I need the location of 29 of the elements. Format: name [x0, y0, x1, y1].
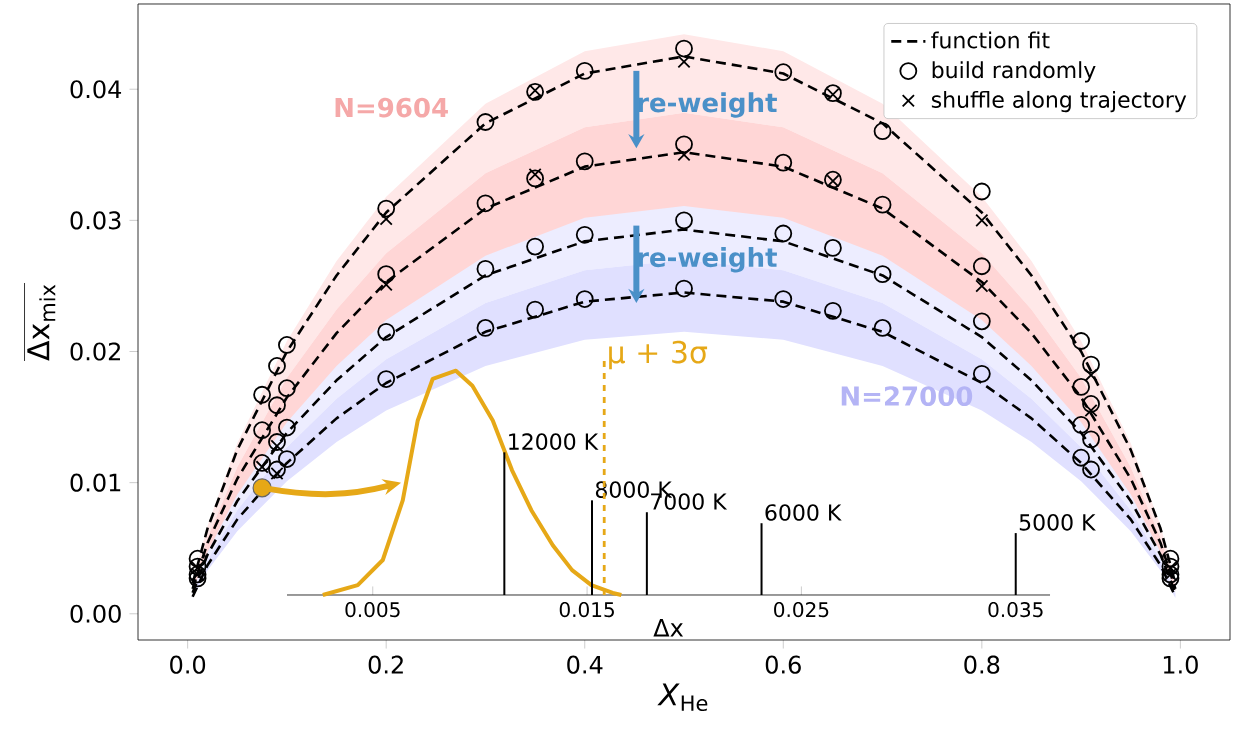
- x-tick-label: 0.8: [964, 655, 1000, 674]
- x-tick-label: 0.035: [988, 602, 1043, 618]
- ref-line-label: 12000 K: [509, 433, 599, 450]
- y-axis-title: Δx$_{mix}$: [27, 284, 56, 361]
- x-axis-title: X$_{He}$: [657, 683, 708, 712]
- x-tick-label: 0.6: [765, 655, 801, 674]
- x-tick-label: 0.4: [567, 655, 603, 674]
- x-tick-label: 0.015: [559, 602, 614, 618]
- x-tick-label: 1.0: [1163, 655, 1198, 674]
- ref-line-label: 5000 K: [1019, 514, 1096, 531]
- annotation: N=9604: [335, 97, 448, 118]
- x-axis-title: Δx: [653, 618, 684, 637]
- x-tick-label: 0.0: [170, 655, 206, 674]
- annotation: N=27000: [841, 386, 973, 406]
- annotation: re-weight: [638, 92, 777, 118]
- annotation: re-weight: [638, 247, 777, 273]
- y-tick-label: 0.01: [70, 473, 121, 492]
- ref-line-label: 6000 K: [765, 504, 842, 521]
- ref-line-label: μ + 3σ: [609, 340, 708, 370]
- legend-label: function fit: [931, 31, 1050, 49]
- x-tick-label: 0.025: [774, 602, 829, 618]
- y-tick-label: 0.04: [70, 80, 122, 99]
- x-tick-label: 0.005: [345, 602, 400, 618]
- legend-label: build randomly: [932, 61, 1096, 83]
- legend-label: shuffle along trajectory: [931, 90, 1187, 113]
- y-tick-label: 0.02: [70, 342, 120, 361]
- x-tick-label: 0.2: [368, 655, 403, 674]
- y-tick-label: 0.03: [70, 211, 121, 230]
- y-tick-label: 0.00: [70, 604, 121, 623]
